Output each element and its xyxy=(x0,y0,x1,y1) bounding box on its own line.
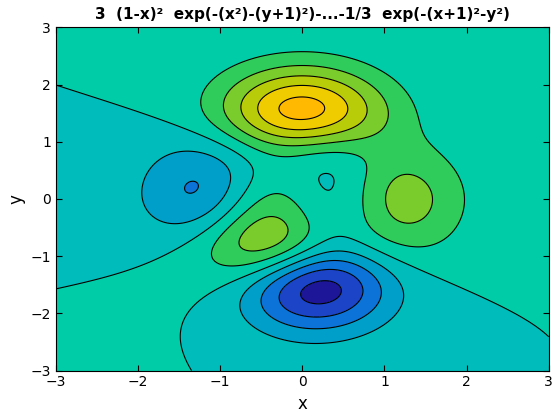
X-axis label: x: x xyxy=(297,395,307,413)
Title: 3  (1-x)²  exp(-(x²)-(y+1)²)-...-1/3  exp(-(x+1)²-y²): 3 (1-x)² exp(-(x²)-(y+1)²)-...-1/3 exp(-… xyxy=(95,7,510,22)
Y-axis label: y: y xyxy=(7,194,25,204)
